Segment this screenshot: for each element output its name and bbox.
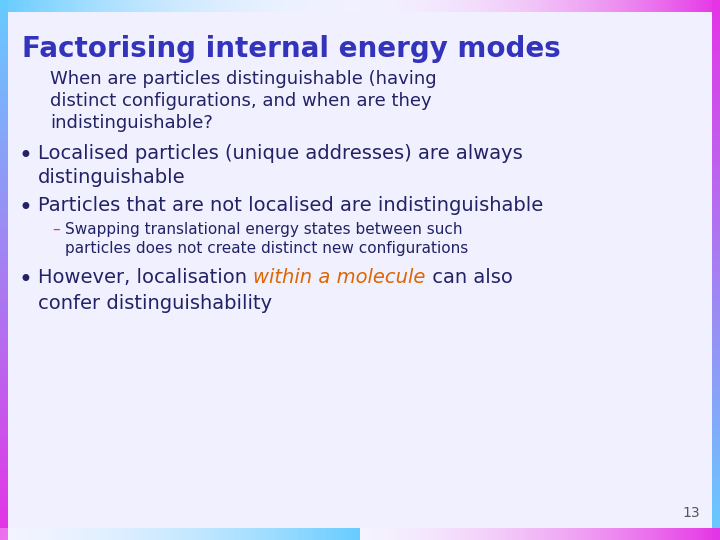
Text: can also: can also — [426, 268, 513, 287]
Text: •: • — [18, 196, 32, 220]
Text: confer distinguishability: confer distinguishability — [38, 294, 272, 313]
Text: distinguishable: distinguishable — [38, 168, 186, 187]
Text: indistinguishable?: indistinguishable? — [50, 114, 213, 132]
Text: •: • — [18, 144, 32, 168]
Text: Localised particles (unique addresses) are always: Localised particles (unique addresses) a… — [38, 144, 523, 163]
Text: However, localisation: However, localisation — [38, 268, 253, 287]
Text: Particles that are not localised are indistinguishable: Particles that are not localised are ind… — [38, 196, 544, 215]
Text: particles does not create distinct new configurations: particles does not create distinct new c… — [65, 241, 468, 256]
Text: •: • — [18, 268, 32, 292]
Text: Factorising internal energy modes: Factorising internal energy modes — [22, 35, 561, 63]
Text: within a molecule: within a molecule — [253, 268, 426, 287]
Text: 13: 13 — [683, 506, 700, 520]
Text: Swapping translational energy states between such: Swapping translational energy states bet… — [65, 222, 462, 237]
Text: When are particles distinguishable (having: When are particles distinguishable (havi… — [50, 70, 436, 88]
Text: –: – — [52, 222, 60, 237]
Text: distinct configurations, and when are they: distinct configurations, and when are th… — [50, 92, 431, 110]
